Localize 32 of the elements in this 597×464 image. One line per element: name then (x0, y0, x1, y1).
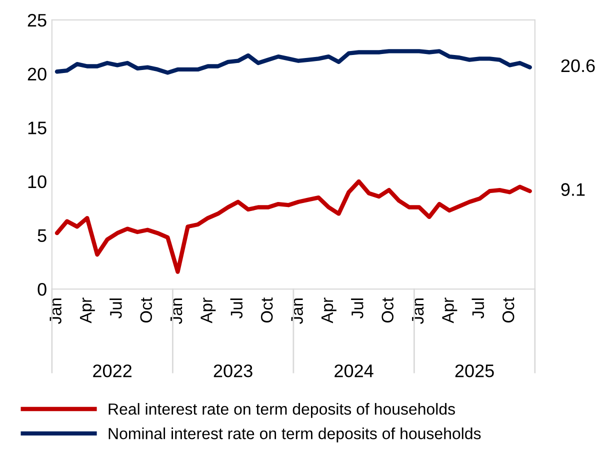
y-tick-label: 5 (38, 229, 46, 242)
legend-label: Nominal interest rate on term deposits of households (108, 427, 481, 442)
text: 2025 (455, 364, 494, 378)
x-tick-label: Jan (412, 298, 424, 324)
x-tick-label: Oct (140, 298, 152, 323)
x-tick-label: Jul (110, 298, 122, 318)
x-tick-label: Jan (170, 298, 182, 324)
line-series (54, 49, 532, 75)
x-tick-label: Jan (50, 298, 62, 324)
x-tick-label: Apr (80, 298, 95, 324)
x-tick-label: Apr (321, 298, 336, 324)
x-tick-label: Apr (200, 298, 216, 324)
y-tick-label: 15 (28, 122, 46, 134)
y-tick-label: 0 (38, 283, 46, 296)
y-tick-label: 25 (28, 14, 46, 27)
text: 2023 (214, 364, 252, 378)
x-tick-label: Jul (230, 298, 243, 318)
data-label: 9.1 (561, 183, 585, 196)
line-series (54, 179, 532, 274)
x-tick-label: Oct (260, 298, 273, 323)
x-tick-label: Jul (351, 298, 364, 318)
y-tick-label: 10 (28, 175, 46, 188)
x-tick-label: Apr (442, 298, 458, 324)
x-tick-label: Jan (291, 298, 303, 324)
text: 2024 (334, 364, 374, 378)
x-tick-label: Oct (382, 298, 394, 323)
legend-label: Real interest rate on term deposits of households (108, 403, 455, 418)
x-tick-label: Oct (502, 298, 514, 323)
x-tick-label: Jul (472, 298, 484, 318)
data-label: 20.6 (561, 59, 595, 72)
text: 2022 (93, 364, 132, 378)
y-tick-label: 20 (28, 68, 46, 80)
